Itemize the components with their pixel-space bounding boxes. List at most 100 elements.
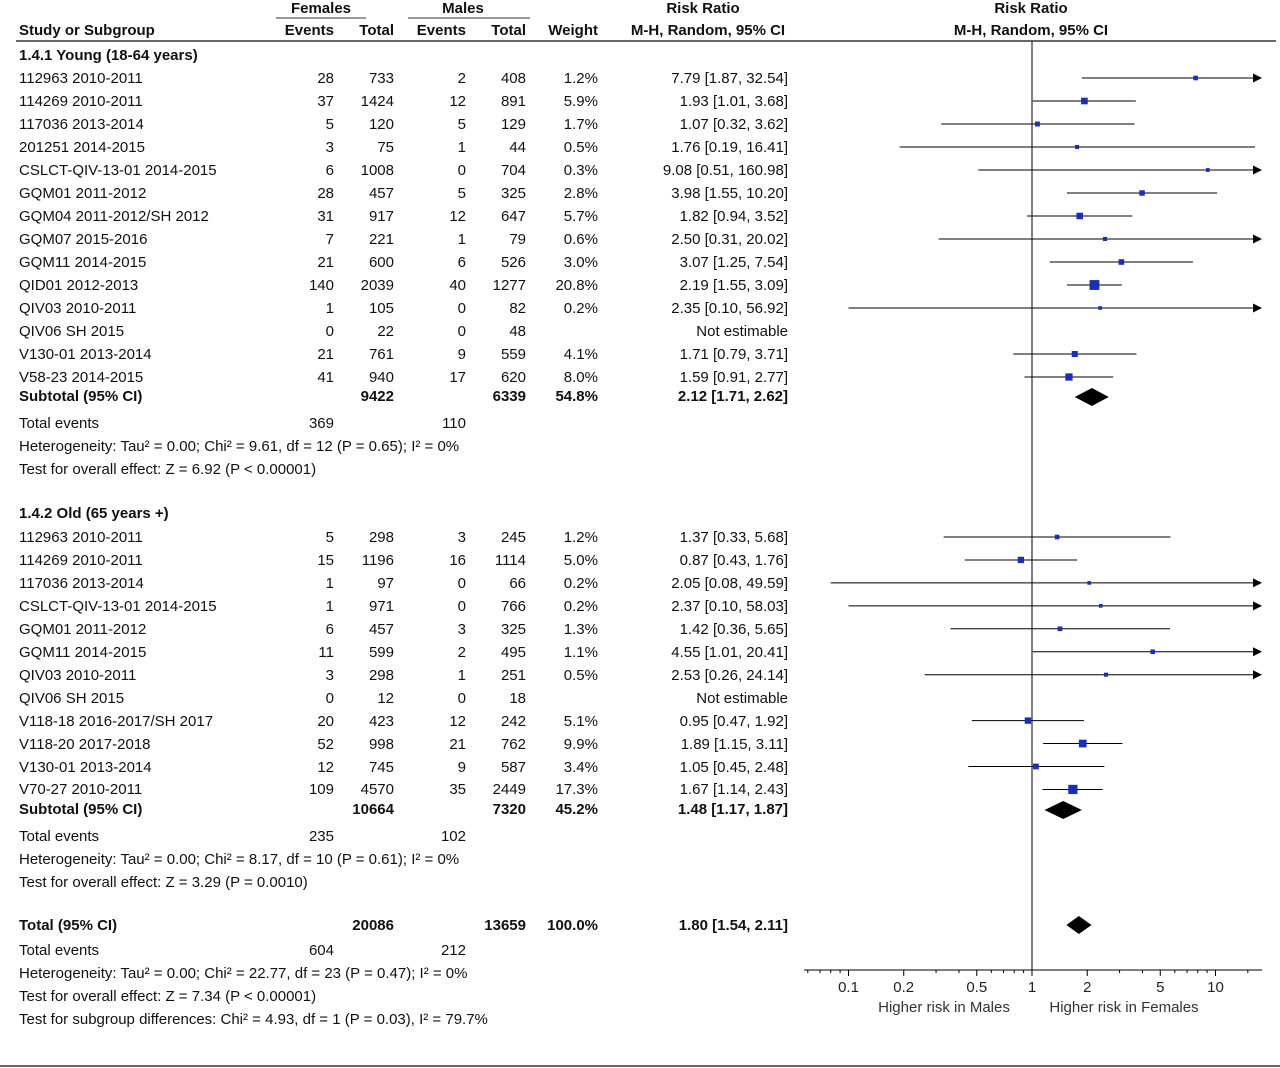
subtotal-total-f: 9422	[360, 388, 394, 405]
total-events-label: Total events	[19, 942, 100, 959]
study-total-f: 1008	[360, 162, 394, 179]
study-total-m: 245	[500, 529, 526, 546]
study-total-f: 221	[368, 231, 394, 248]
study-total-m: 1277	[492, 277, 526, 294]
study-events-m: 0	[457, 689, 466, 707]
total-events-males: 102	[440, 828, 466, 845]
study-weight: 20.8%	[555, 277, 598, 294]
study-total-m: 18	[509, 689, 526, 707]
study-point-estimate	[1087, 581, 1092, 585]
study-total-f: 4570	[360, 781, 394, 799]
study-total-m: 48	[509, 323, 526, 340]
study-name: V58-23 2014-2015	[19, 369, 144, 386]
study-weight: 1.2%	[563, 529, 598, 546]
header-females: Females	[290, 0, 352, 17]
study-weight: 0.6%	[563, 231, 598, 248]
study-weight: 3.0%	[563, 254, 598, 271]
study-total-m: 66	[509, 574, 526, 592]
study-events-m: 12	[449, 93, 466, 110]
study-total-f: 457	[368, 185, 394, 202]
study-rr-text: 7.79 [1.87, 32.54]	[671, 70, 788, 87]
study-total-f: 2039	[360, 277, 394, 294]
study-events-f: 15	[317, 551, 334, 569]
ci-arrow	[1253, 578, 1262, 588]
study-total-m: 129	[500, 116, 526, 133]
overall-effect-text: Test for overall effect: Z = 7.34 (P < 0…	[19, 988, 317, 1005]
subtotal-label: Subtotal (95% CI)	[19, 388, 143, 405]
ci-arrow	[1253, 234, 1262, 244]
study-name: 114269 2010-2011	[19, 551, 143, 569]
study-total-f: 733	[368, 70, 394, 87]
study-events-m: 35	[449, 781, 466, 799]
study-total-m: 251	[500, 666, 526, 684]
study-rr-text: 2.53 [0.26, 24.14]	[671, 666, 788, 684]
total-events-label: Total events	[19, 415, 100, 432]
subtotal-diamond	[1074, 388, 1109, 406]
study-rr-text: 4.55 [1.01, 20.41]	[671, 643, 788, 661]
study-total-m: 44	[509, 139, 526, 156]
overall-effect-text: Test for overall effect: Z = 3.29 (P = 0…	[19, 874, 308, 891]
study-point-estimate	[1098, 604, 1103, 608]
total-diamond	[1066, 916, 1092, 934]
total-total-m: 13659	[484, 917, 526, 934]
subtotal-label: Subtotal (95% CI)	[19, 801, 143, 818]
subgroup-title: 1.4.1 Young (18-64 years)	[19, 47, 198, 64]
header-method-table: M-H, Random, 95% CI	[630, 22, 786, 39]
study-events-m: 1	[457, 231, 466, 248]
study-total-m: 1114	[494, 551, 526, 569]
subtotal-rr-text: 2.12 [1.71, 2.62]	[677, 388, 788, 405]
study-events-f: 11	[318, 643, 334, 661]
study-total-f: 998	[368, 735, 394, 753]
study-events-f: 3	[325, 139, 334, 156]
study-events-f: 140	[308, 277, 334, 294]
ci-arrow	[1253, 165, 1262, 175]
study-events-m: 2	[457, 70, 466, 87]
subtotal-total-m: 7320	[492, 801, 526, 818]
study-total-m: 762	[500, 735, 526, 753]
total-weight: 100.0%	[547, 917, 598, 934]
study-weight: 17.3%	[555, 781, 598, 799]
study-events-f: 0	[325, 323, 334, 340]
study-total-f: 745	[368, 758, 394, 776]
study-name: GQM04 2011-2012/SH 2012	[19, 208, 209, 225]
x-tick-label: 0.5	[966, 979, 987, 996]
heterogeneity-text: Heterogeneity: Tau² = 0.00; Chi² = 8.17,…	[19, 851, 460, 868]
study-total-m: 325	[500, 185, 526, 202]
study-total-f: 423	[368, 712, 394, 730]
study-events-m: 9	[457, 758, 466, 776]
study-weight: 3.4%	[563, 758, 598, 776]
study-point-estimate	[1118, 259, 1125, 265]
header-weight: Weight	[548, 22, 598, 39]
study-events-m: 3	[457, 620, 466, 638]
study-rr-text: 2.05 [0.08, 49.59]	[671, 574, 788, 592]
study-events-f: 5	[325, 116, 334, 133]
subtotal-diamond	[1044, 801, 1082, 819]
study-point-estimate	[1075, 144, 1080, 150]
study-rr-text: 1.76 [0.19, 16.41]	[671, 139, 788, 156]
study-point-estimate	[1102, 236, 1108, 242]
study-point-estimate	[1078, 739, 1087, 748]
study-events-m: 3	[457, 529, 466, 546]
study-name: GQM11 2014-2015	[19, 254, 147, 271]
total-events-females: 235	[308, 828, 334, 845]
study-events-f: 5	[325, 529, 334, 546]
study-total-f: 1196	[361, 551, 394, 569]
study-point-estimate	[1057, 626, 1063, 632]
study-total-m: 704	[500, 162, 526, 179]
study-total-m: 891	[500, 93, 526, 110]
ci-arrow	[1253, 601, 1262, 611]
study-total-f: 97	[377, 574, 394, 592]
total-rr-text: 1.80 [1.54, 2.11]	[678, 917, 788, 934]
study-point-estimate	[1076, 212, 1084, 220]
study-total-f: 599	[368, 643, 394, 661]
study-point-estimate	[1065, 373, 1073, 381]
subtotal-weight: 54.8%	[555, 388, 598, 405]
study-events-f: 1	[325, 574, 334, 592]
study-name: QIV06 SH 2015	[19, 689, 125, 707]
study-events-f: 6	[325, 620, 334, 638]
study-name: GQM11 2014-2015	[19, 643, 147, 661]
overall-effect-text: Test for overall effect: Z = 6.92 (P < 0…	[19, 461, 317, 478]
study-weight: 1.3%	[563, 620, 598, 638]
study-weight: 1.2%	[563, 70, 598, 87]
study-rr-text: 9.08 [0.51, 160.98]	[662, 162, 788, 179]
